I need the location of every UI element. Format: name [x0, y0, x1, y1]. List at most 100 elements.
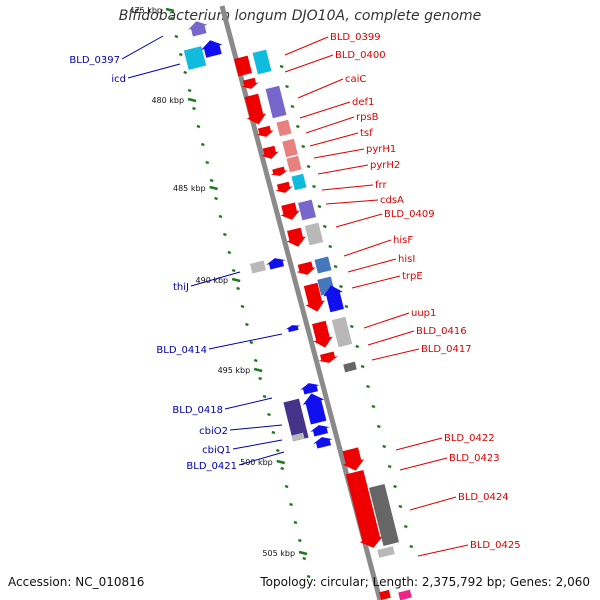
gene-label-plus: BLD_0416	[416, 326, 467, 337]
gene-label-plus: BLD_0417	[421, 344, 472, 355]
label-leader	[371, 348, 420, 361]
gene-box	[377, 546, 395, 558]
gene-arrow	[261, 145, 279, 159]
gene-arrow	[280, 202, 300, 220]
gene-arrow	[300, 383, 320, 395]
gene-labels: BLD_0399 BLD_0400 caiC def1 rpsB tsf pyrH1 pyrH…	[69, 32, 521, 557]
gene-box	[368, 483, 400, 547]
minor-tick	[312, 184, 316, 189]
minor-tick	[231, 268, 236, 273]
gene-label-plus: frr	[375, 180, 387, 191]
gene-arrow	[201, 40, 223, 58]
gene-arrow	[270, 166, 288, 176]
minor-tick	[262, 394, 267, 399]
minor-tick	[196, 124, 201, 129]
major-tick	[298, 550, 308, 556]
label-leader	[351, 275, 401, 289]
gene-label-plus: tsf	[360, 128, 373, 139]
gene-arrow	[275, 181, 293, 193]
label-leader	[367, 330, 415, 346]
minor-tick	[306, 574, 311, 579]
minor-tick	[306, 164, 311, 169]
gene-box	[291, 432, 305, 442]
label-leader	[284, 54, 334, 73]
gene-arrow	[266, 258, 286, 270]
gene-arrow	[310, 425, 330, 437]
kbp-tick-label: 505 kbp	[262, 549, 295, 558]
minor-tick	[170, 16, 174, 21]
gene-box	[282, 138, 298, 158]
label-leader	[284, 36, 329, 56]
genome-summary-text: Topology: circular; Length: 2,375,792 bp…	[260, 575, 590, 589]
gene-label-plus: BLD_0409	[384, 209, 435, 220]
label-leader	[190, 271, 241, 287]
minor-tick	[403, 524, 408, 529]
gene-box	[276, 119, 292, 137]
gene-arrow	[303, 282, 325, 312]
minor-tick	[271, 430, 276, 435]
kbp-tick-label: 480 kbp	[151, 96, 184, 105]
label-leader	[321, 184, 374, 191]
gene-label-plus: rpsB	[356, 112, 379, 123]
minor-tick	[328, 244, 333, 249]
minor-tick	[245, 322, 249, 327]
accession-text: Accession: NC_010816	[8, 575, 145, 589]
major-tick	[231, 277, 241, 283]
gene-arrow	[318, 351, 338, 363]
label-leader	[347, 258, 397, 273]
gene-arrow	[302, 393, 327, 425]
gene-label-minus: BLD_0421	[186, 461, 237, 472]
gene-box	[183, 46, 207, 70]
gene-box	[234, 55, 252, 77]
minor-tick	[398, 504, 403, 509]
minor-tick	[253, 358, 258, 363]
major-tick	[209, 185, 218, 191]
label-leader	[335, 213, 383, 228]
minor-tick	[275, 448, 280, 453]
minor-tick	[297, 538, 302, 543]
label-leader	[363, 312, 410, 329]
gene-label-minus: cbiO2	[199, 426, 228, 437]
minor-tick	[355, 344, 360, 349]
minor-tick	[222, 232, 227, 237]
minor-tick	[236, 286, 241, 291]
gene-label-plus: BLD_0422	[444, 433, 495, 444]
minor-tick	[290, 104, 295, 109]
minor-tick	[200, 142, 205, 147]
minor-tick	[344, 304, 349, 309]
minor-tick	[187, 88, 192, 93]
minor-tick	[267, 412, 271, 417]
gene-box	[286, 155, 302, 173]
minor-tick	[240, 304, 245, 309]
minor-tick	[214, 196, 218, 201]
gene-label-plus: hisF	[393, 235, 413, 246]
minor-tick	[192, 106, 196, 111]
minor-tick	[360, 364, 365, 369]
major-tick	[165, 7, 175, 13]
label-leader	[232, 439, 283, 450]
minor-tick	[227, 250, 232, 255]
gene-arrow	[312, 320, 333, 348]
label-leader	[409, 496, 457, 511]
minor-tick	[302, 556, 307, 561]
gene-arrow	[285, 325, 301, 333]
gene-label-plus: uup1	[411, 308, 436, 319]
gene-label-minus: cbiQ1	[202, 445, 231, 456]
minor-tick	[301, 144, 306, 149]
gene-arrow	[286, 227, 306, 247]
minor-tick	[209, 178, 214, 183]
label-leader	[325, 199, 379, 205]
label-leader	[238, 451, 285, 466]
major-tick	[187, 97, 197, 103]
minor-tick	[382, 444, 387, 449]
label-leader	[417, 544, 469, 557]
gene-label-plus: pyrH1	[366, 144, 396, 155]
minor-tick	[293, 520, 298, 525]
gene-box	[314, 256, 332, 274]
minor-tick	[289, 502, 293, 507]
label-leader	[395, 437, 443, 451]
minor-tick	[322, 224, 327, 229]
gene-box	[298, 199, 316, 221]
gene-label-plus: BLD_0425	[470, 540, 521, 551]
